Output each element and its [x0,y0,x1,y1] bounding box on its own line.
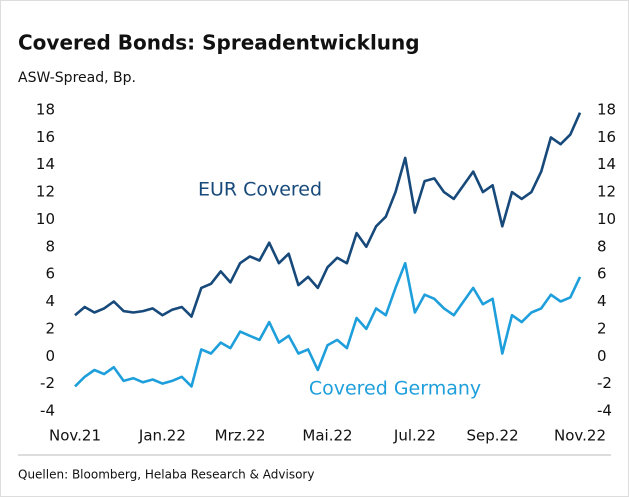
y-tick-label: 14 [36,155,55,173]
y-tick-label: 2 [45,319,55,337]
y2-tick-label: 6 [597,265,607,283]
y-tick-label: 8 [45,237,55,255]
y2-tick-label: -4 [597,402,612,420]
x-tick-label: Nov.21 [49,427,101,445]
x-tick-label: Mrz.22 [215,427,266,445]
x-tick-label: Jan.22 [138,427,186,445]
y2-tick-label: 0 [597,347,607,365]
y-tick-label: 18 [36,101,55,119]
y-tick-label: -4 [40,402,55,420]
y2-tick-label: 10 [597,210,616,228]
y2-tick-label: 12 [597,183,616,201]
x-tick-label: Nov.22 [554,427,606,445]
y-tick-label: 16 [36,128,55,146]
chart-subtitle: ASW-Spread, Bp. [18,70,136,86]
x-tick-label: Sep.22 [467,427,519,445]
y-tick-label: 4 [45,292,55,310]
y-tick-label: -2 [40,374,55,392]
chart-title: Covered Bonds: Spreadentwicklung [18,31,420,55]
y-tick-label: 12 [36,183,55,201]
source: Quellen: Bloomberg, Helaba Research & Ad… [18,468,314,482]
series-label: EUR Covered [198,179,322,201]
y2-tick-label: 14 [597,155,616,173]
series-label: Covered Germany [309,378,481,400]
y2-tick-label: -2 [597,374,612,392]
y-tick-label: 10 [36,210,55,228]
y-tick-label: 0 [45,347,55,365]
y2-tick-label: 2 [597,319,607,337]
series-line [74,261,582,388]
x-tick-label: Mai.22 [302,427,352,445]
y2-tick-label: 18 [597,101,616,119]
y-tick-label: 6 [45,265,55,283]
y2-tick-label: 16 [597,128,616,146]
series-line [74,112,582,318]
y2-tick-label: 8 [597,237,607,255]
x-tick-label: Jul.22 [393,427,436,445]
y2-tick-label: 4 [597,292,607,310]
